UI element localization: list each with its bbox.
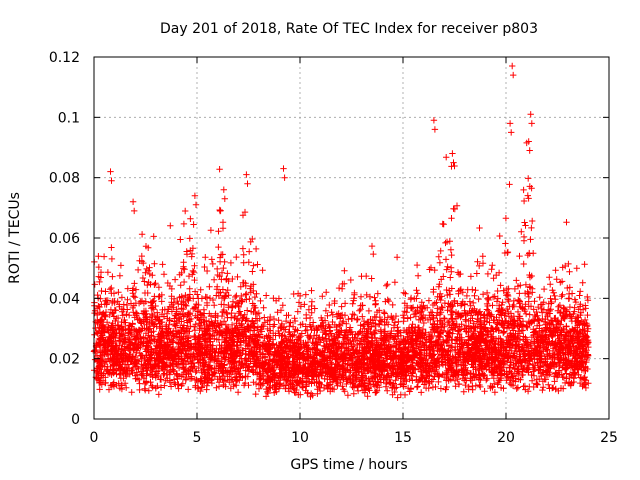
x-tick-label: 25 [600, 430, 618, 446]
y-tick-label: 0.12 [49, 50, 80, 66]
y-tick-label: 0 [71, 412, 80, 428]
x-tick-label: 20 [497, 430, 515, 446]
x-axis-label: GPS time / hours [290, 457, 407, 473]
y-tick-label: 0.06 [49, 231, 80, 247]
x-tick-label: 0 [90, 430, 99, 446]
y-tick-label: 0.1 [58, 110, 80, 126]
x-tick-label: 15 [394, 430, 412, 446]
data-points [90, 62, 592, 401]
y-tick-label: 0.04 [49, 291, 80, 307]
x-tick-label: 5 [193, 430, 202, 446]
axis-ticks: 0 5 10 15 20 25 0 0.02 0.04 0.06 0.08 0.1 0.12 [49, 50, 618, 446]
y-tick-label: 0.08 [49, 171, 80, 187]
x-tick-label: 10 [291, 430, 309, 446]
y-axis-label: ROTI / TECUs [7, 192, 23, 284]
chart-title: Day 201 of 2018, Rate Of TEC Index for r… [160, 21, 538, 37]
y-tick-label: 0.02 [49, 352, 80, 368]
scatter-plus-markers [90, 62, 592, 401]
